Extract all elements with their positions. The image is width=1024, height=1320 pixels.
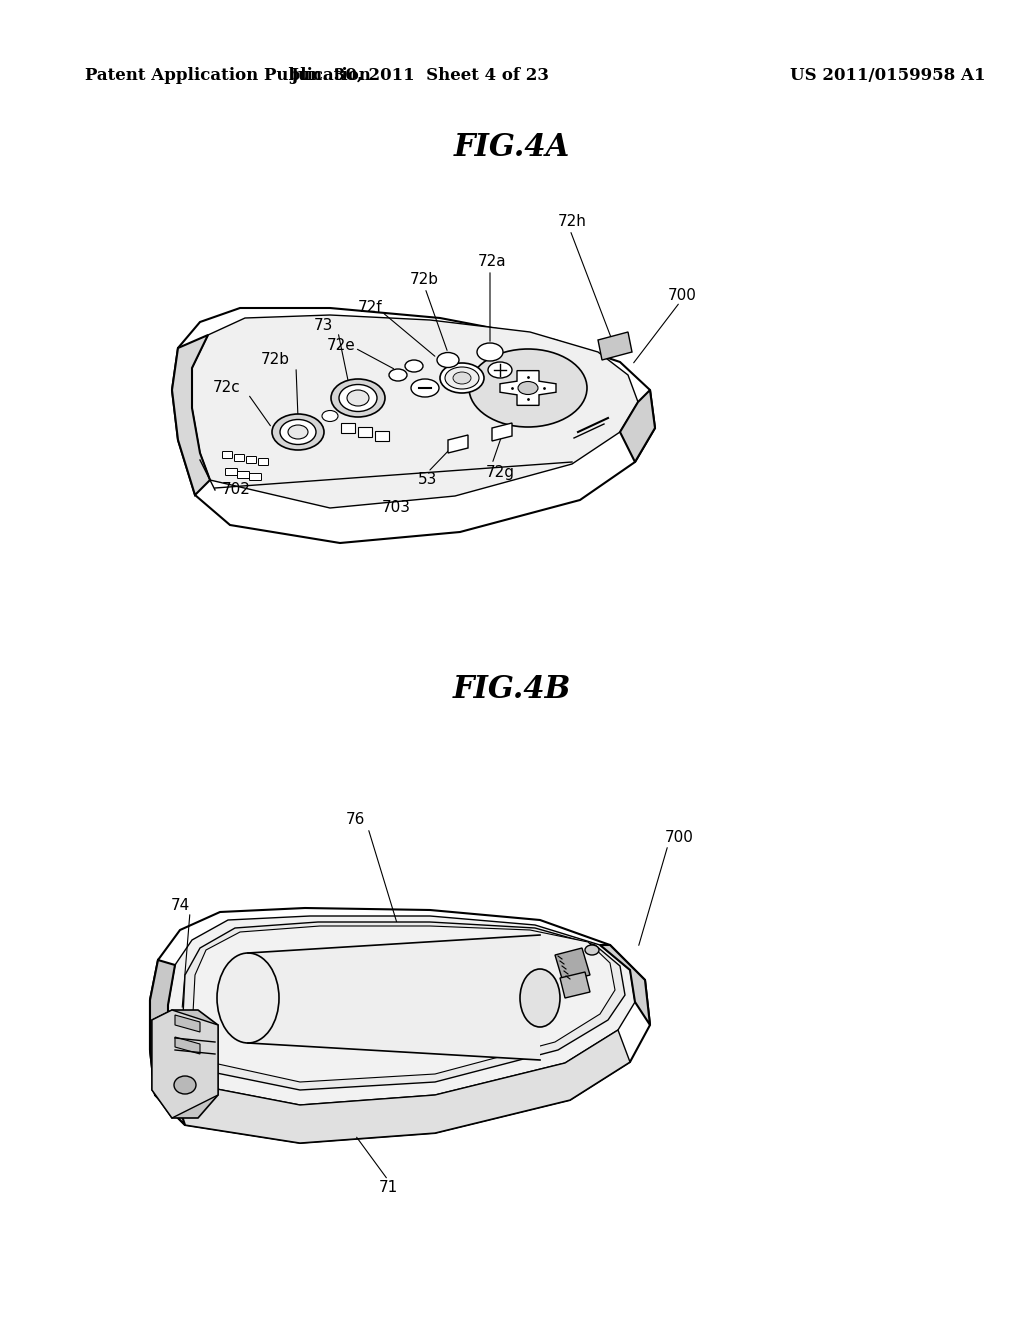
FancyBboxPatch shape (250, 474, 261, 480)
Polygon shape (175, 1038, 200, 1053)
Text: 74: 74 (171, 898, 190, 912)
Ellipse shape (440, 363, 484, 393)
Polygon shape (375, 432, 389, 441)
Text: FIG.4A: FIG.4A (454, 132, 570, 164)
Text: 72b: 72b (410, 272, 439, 288)
Ellipse shape (288, 425, 308, 440)
Polygon shape (341, 422, 355, 433)
Ellipse shape (453, 372, 471, 384)
Text: US 2011/0159958 A1: US 2011/0159958 A1 (790, 66, 985, 83)
Text: 700: 700 (665, 830, 694, 846)
Ellipse shape (469, 348, 587, 426)
Text: 72a: 72a (478, 255, 507, 269)
Text: 73: 73 (313, 318, 333, 333)
Polygon shape (248, 935, 540, 1060)
Polygon shape (155, 1030, 630, 1143)
Text: 72h: 72h (558, 214, 587, 230)
Text: 72e: 72e (327, 338, 355, 352)
Text: 700: 700 (668, 288, 697, 302)
Polygon shape (150, 960, 185, 1125)
Text: 72c: 72c (212, 380, 240, 396)
FancyBboxPatch shape (258, 458, 268, 466)
Text: 76: 76 (346, 813, 365, 828)
Ellipse shape (488, 362, 512, 378)
Ellipse shape (272, 414, 324, 450)
Text: Jun. 30, 2011  Sheet 4 of 23: Jun. 30, 2011 Sheet 4 of 23 (291, 66, 550, 83)
Text: FIG.4B: FIG.4B (453, 675, 571, 705)
Text: 54: 54 (632, 411, 651, 425)
Ellipse shape (437, 352, 459, 367)
Text: 72f: 72f (357, 301, 382, 315)
FancyBboxPatch shape (222, 451, 232, 458)
Text: 703: 703 (382, 500, 411, 516)
Ellipse shape (280, 420, 316, 445)
Polygon shape (175, 1015, 200, 1032)
Text: 702: 702 (222, 483, 251, 498)
Polygon shape (168, 916, 635, 1105)
Polygon shape (193, 315, 638, 508)
Ellipse shape (445, 367, 479, 389)
Text: 71: 71 (379, 1180, 397, 1196)
Polygon shape (152, 1010, 218, 1118)
Text: 72b: 72b (261, 352, 290, 367)
Polygon shape (172, 335, 210, 495)
Polygon shape (449, 436, 468, 453)
Polygon shape (152, 1010, 218, 1118)
FancyBboxPatch shape (247, 457, 256, 463)
Ellipse shape (520, 969, 560, 1027)
Text: 72g: 72g (486, 465, 515, 479)
Ellipse shape (411, 379, 439, 397)
Ellipse shape (518, 381, 538, 395)
FancyBboxPatch shape (238, 471, 250, 479)
Polygon shape (598, 333, 632, 360)
Ellipse shape (585, 945, 599, 954)
Ellipse shape (347, 389, 369, 407)
Ellipse shape (322, 411, 338, 421)
Text: 53: 53 (418, 473, 437, 487)
Ellipse shape (406, 360, 423, 372)
Polygon shape (600, 945, 650, 1026)
Polygon shape (150, 908, 650, 1143)
Ellipse shape (477, 343, 503, 360)
Text: Patent Application Publication: Patent Application Publication (85, 66, 371, 83)
Polygon shape (193, 927, 615, 1082)
Polygon shape (172, 308, 655, 543)
Polygon shape (492, 422, 512, 441)
Polygon shape (560, 972, 590, 998)
Polygon shape (500, 371, 556, 405)
Polygon shape (358, 426, 372, 437)
Ellipse shape (331, 379, 385, 417)
Polygon shape (183, 921, 625, 1090)
Ellipse shape (217, 953, 279, 1043)
Ellipse shape (389, 370, 407, 381)
FancyBboxPatch shape (234, 454, 245, 462)
FancyBboxPatch shape (225, 469, 238, 475)
Polygon shape (620, 389, 655, 462)
Polygon shape (555, 948, 590, 982)
Ellipse shape (339, 384, 377, 412)
Ellipse shape (174, 1076, 196, 1094)
